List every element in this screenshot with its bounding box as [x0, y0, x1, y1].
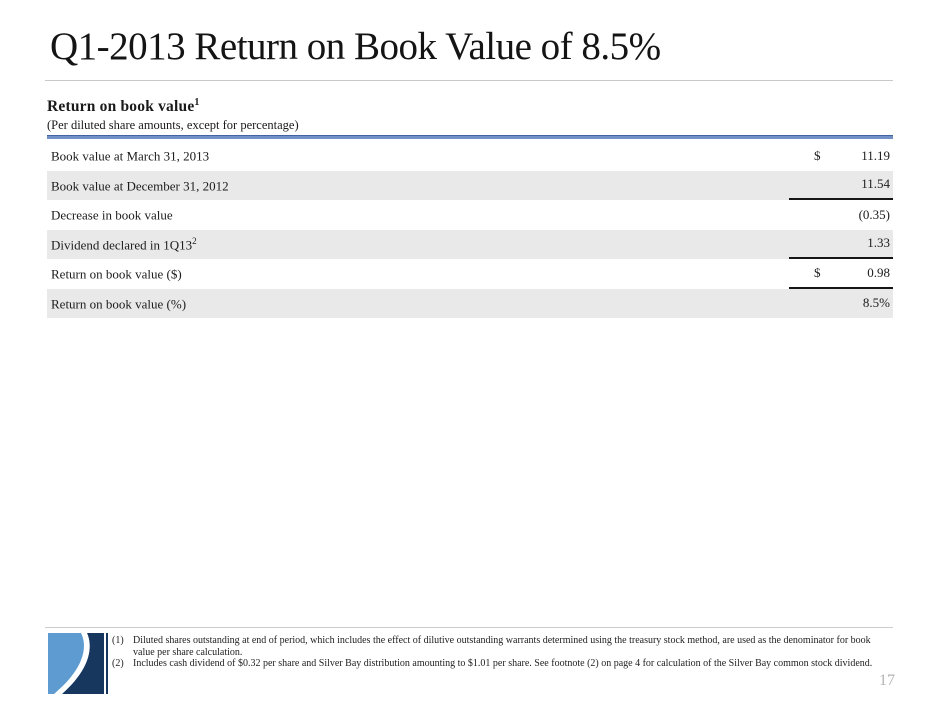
page-number: 17	[879, 672, 895, 689]
footnote-2: (2) Includes cash dividend of $0.32 per …	[112, 658, 893, 670]
row-value: 0.98	[867, 264, 890, 280]
row-value-cell: 1.33	[789, 230, 893, 259]
footnote-text: Diluted shares outstanding at end of per…	[133, 635, 871, 658]
row-label: Book value at March 31, 2013	[51, 148, 210, 164]
row-value-cell: 8.5%	[789, 289, 893, 319]
table-row: Return on book value ($) $0.98	[47, 259, 893, 289]
footnote-text: Includes cash dividend of $0.32 per shar…	[133, 658, 873, 669]
row-value: 11.19	[861, 147, 890, 163]
footnotes: (1) Diluted shares outstanding at end of…	[112, 635, 893, 670]
row-value: 8.5%	[862, 295, 890, 311]
return-on-book-value-table: Book value at March 31, 2013 $11.19 Book…	[47, 141, 893, 318]
table-row: Decrease in book value (0.35)	[47, 200, 893, 230]
slide-title: Q1-2013 Return on Book Value of 8.5%	[50, 25, 661, 68]
row-label: Dividend declared in 1Q132	[51, 235, 197, 252]
footer-divider	[45, 627, 893, 628]
company-logo-icon	[48, 633, 104, 694]
footnote-1: (1) Diluted shares outstanding at end of…	[112, 635, 893, 658]
row-label: Decrease in book value	[51, 207, 173, 223]
footer-vertical-bar	[106, 633, 108, 694]
table-row: Dividend declared in 1Q132 1.33	[47, 229, 893, 259]
table-row: Book value at December 31, 2012 11.54	[47, 170, 893, 200]
table-heading-text: Return on book value	[47, 98, 195, 116]
footnote-number: (1)	[112, 635, 124, 646]
dollar-sign: $	[814, 264, 821, 280]
table-heading: Return on book value1	[47, 97, 200, 116]
table-heading-footnote-ref: 1	[194, 97, 200, 108]
table-header-rule	[47, 135, 893, 139]
row-value: (0.35)	[858, 206, 890, 222]
row-label: Book value at December 31, 2012	[51, 177, 229, 193]
table-row: Return on book value (%) 8.5%	[47, 288, 893, 319]
title-divider	[45, 80, 893, 81]
table-row: Book value at March 31, 2013 $11.19	[47, 141, 893, 171]
row-value-cell: (0.35)	[789, 200, 893, 230]
table-subheading: (Per diluted share amounts, except for p…	[47, 118, 299, 132]
row-value-cell: $0.98	[789, 259, 893, 289]
dollar-sign: $	[814, 147, 821, 163]
row-value: 11.54	[861, 176, 890, 192]
row-value-cell: 11.54	[789, 171, 893, 200]
row-label: Return on book value (%)	[51, 295, 187, 311]
row-value: 1.33	[867, 235, 890, 251]
footnote-number: (2)	[112, 658, 124, 669]
row-label: Return on book value ($)	[51, 266, 182, 282]
row-value-cell: $11.19	[789, 141, 893, 171]
